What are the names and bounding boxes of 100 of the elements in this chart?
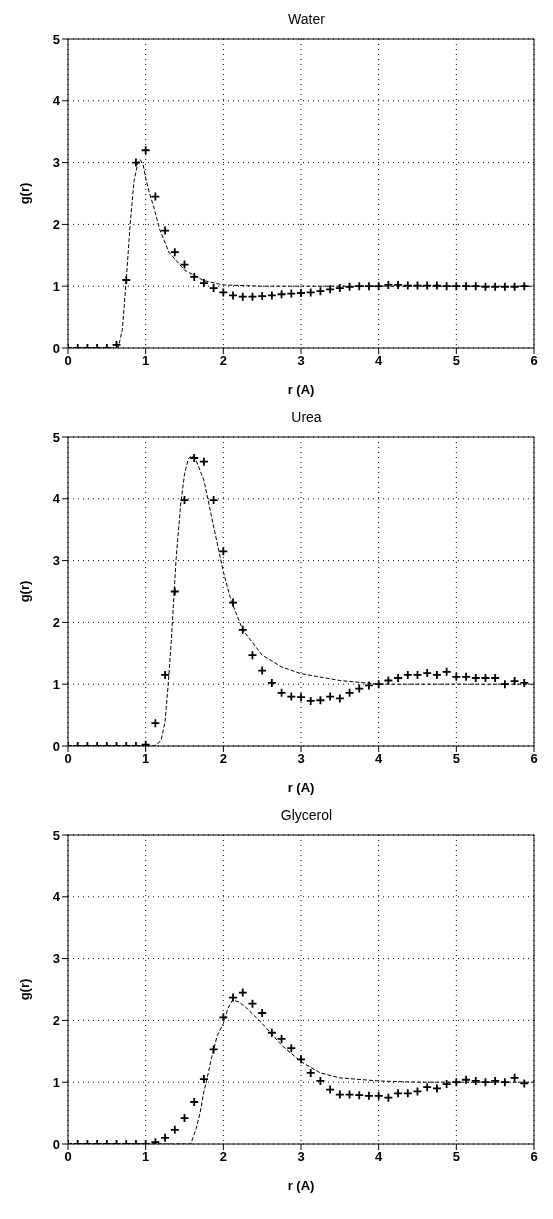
point bbox=[131, 157, 141, 168]
point bbox=[519, 281, 530, 292]
y-tick-label: 2 bbox=[52, 1013, 60, 1029]
point bbox=[402, 1088, 413, 1099]
point bbox=[383, 1092, 394, 1103]
y-tick-label: 4 bbox=[52, 93, 61, 109]
point bbox=[325, 1084, 336, 1095]
y-tick-label: 3 bbox=[52, 951, 60, 967]
y-tick-label: 1 bbox=[52, 676, 60, 692]
x-tick-label: 1 bbox=[142, 1149, 150, 1165]
y-tick-label: 4 bbox=[52, 491, 61, 507]
point bbox=[305, 1068, 316, 1078]
point bbox=[451, 281, 462, 292]
point bbox=[334, 283, 345, 293]
point bbox=[296, 1054, 306, 1065]
point bbox=[296, 692, 306, 703]
point bbox=[461, 671, 471, 682]
y-axis-title: g(r) bbox=[16, 978, 32, 1001]
y-tick-label: 5 bbox=[52, 31, 60, 47]
x-axis-title: r (A) bbox=[287, 382, 315, 397]
point bbox=[160, 670, 170, 680]
point bbox=[393, 1088, 403, 1099]
point bbox=[422, 668, 433, 678]
point bbox=[354, 1090, 365, 1101]
x-tick-label: 1 bbox=[142, 353, 150, 369]
point bbox=[364, 281, 374, 292]
point bbox=[499, 1077, 510, 1088]
y-tick-label: 0 bbox=[52, 340, 60, 356]
x-tick-label: 6 bbox=[530, 751, 538, 767]
point bbox=[470, 281, 481, 292]
point bbox=[189, 272, 200, 282]
x-tick-label: 2 bbox=[219, 353, 227, 369]
point bbox=[140, 145, 151, 156]
point bbox=[373, 1090, 384, 1101]
x-tick-label: 4 bbox=[375, 751, 384, 767]
x-tick-label: 2 bbox=[219, 751, 227, 767]
point bbox=[218, 546, 229, 557]
x-tick-label: 0 bbox=[64, 1149, 72, 1165]
point bbox=[218, 1012, 229, 1023]
point bbox=[432, 670, 442, 680]
point bbox=[393, 280, 403, 290]
point bbox=[441, 281, 452, 292]
y-tick-label: 0 bbox=[52, 1136, 60, 1152]
point bbox=[422, 1082, 433, 1093]
y-tick-label: 1 bbox=[52, 1074, 60, 1090]
point bbox=[490, 281, 501, 292]
x-tick-label: 4 bbox=[375, 353, 384, 369]
point bbox=[373, 281, 384, 292]
x-tick-label: 5 bbox=[452, 751, 460, 767]
y-axis-title: g(r) bbox=[16, 580, 32, 603]
x-tick-label: 5 bbox=[452, 1149, 460, 1165]
y-tick-label: 3 bbox=[52, 155, 60, 171]
x-tick-label: 2 bbox=[219, 1149, 227, 1165]
point bbox=[121, 275, 132, 285]
point bbox=[257, 665, 268, 676]
point bbox=[499, 679, 510, 690]
point bbox=[296, 288, 306, 298]
point bbox=[441, 1079, 452, 1089]
point bbox=[441, 666, 452, 677]
point bbox=[169, 247, 180, 258]
chart-title: Water bbox=[287, 10, 326, 29]
point bbox=[490, 673, 501, 683]
y-tick-label: 3 bbox=[52, 553, 60, 569]
point bbox=[305, 287, 316, 298]
point bbox=[237, 291, 248, 302]
chart-title: Urea bbox=[290, 408, 323, 427]
point bbox=[237, 624, 248, 635]
point bbox=[189, 453, 200, 463]
point bbox=[354, 281, 365, 292]
x-tick-label: 4 bbox=[375, 1149, 384, 1165]
chart-title: Glycerol bbox=[279, 806, 334, 825]
x-tick-label: 0 bbox=[64, 751, 72, 767]
point bbox=[402, 670, 413, 680]
x-tick-label: 6 bbox=[530, 353, 538, 369]
point bbox=[218, 287, 229, 298]
point bbox=[208, 495, 219, 505]
point bbox=[470, 673, 481, 683]
y-tick-label: 5 bbox=[52, 827, 60, 843]
point bbox=[519, 678, 530, 688]
point bbox=[266, 678, 277, 688]
point bbox=[490, 1076, 501, 1086]
point bbox=[228, 597, 238, 608]
x-tick-label: 1 bbox=[142, 751, 150, 767]
point bbox=[364, 1090, 374, 1101]
point bbox=[189, 1097, 200, 1107]
point bbox=[432, 1083, 442, 1094]
point bbox=[160, 1132, 170, 1143]
x-tick-label: 3 bbox=[297, 353, 305, 369]
point bbox=[266, 1027, 277, 1038]
point bbox=[169, 1124, 180, 1135]
point bbox=[451, 1077, 462, 1088]
x-tick-label: 0 bbox=[64, 353, 72, 369]
point bbox=[325, 284, 336, 295]
y-tick-label: 0 bbox=[52, 738, 60, 754]
point bbox=[499, 281, 510, 292]
point bbox=[150, 718, 161, 729]
point bbox=[257, 1008, 268, 1018]
point bbox=[383, 280, 394, 290]
point bbox=[208, 283, 219, 293]
x-tick-label: 3 bbox=[297, 751, 305, 767]
